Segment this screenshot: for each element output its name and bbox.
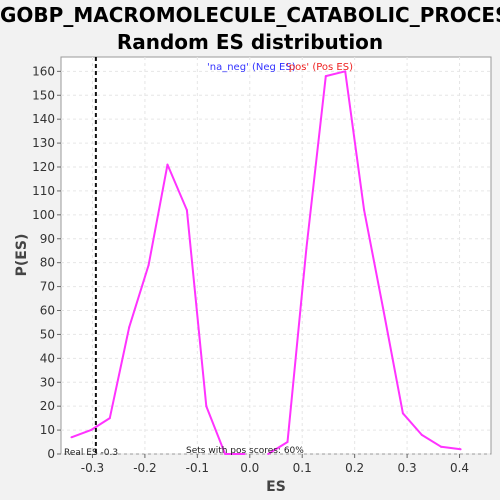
x-axis-label: ES xyxy=(266,479,286,495)
y-tick-label: 40 xyxy=(40,351,55,365)
plot-area xyxy=(60,56,492,455)
sets-with-pos-annotation: Sets with pos scores: 60% xyxy=(186,446,304,456)
x-tick-label: 0.3 xyxy=(398,461,417,475)
data-point-pos xyxy=(324,75,327,78)
y-tick-label: 100 xyxy=(32,208,55,222)
data-point-pos xyxy=(382,309,385,312)
data-point-na_neg xyxy=(205,405,208,408)
y-tick-label: 80 xyxy=(40,256,55,270)
data-point-na_neg xyxy=(243,453,246,455)
data-point-pos xyxy=(459,448,462,451)
data-point-na_neg xyxy=(70,436,73,439)
chart-title-line1: GOBP_MACROMOLECULE_CATABOLIC_PROCESS: xyxy=(0,3,500,27)
data-point-na_neg xyxy=(108,417,111,420)
x-tick-label: 0.0 xyxy=(240,461,259,475)
data-point-na_neg xyxy=(185,209,188,212)
data-point-na_neg xyxy=(224,453,227,455)
data-point-na_neg xyxy=(128,326,131,329)
y-tick-label: 110 xyxy=(32,184,55,198)
data-point-na_neg xyxy=(147,264,150,267)
y-tick-label: 90 xyxy=(40,232,55,246)
data-point-pos xyxy=(363,209,366,212)
data-point-na_neg xyxy=(166,163,169,166)
y-tick-label: 150 xyxy=(32,88,55,102)
y-tick-label: 120 xyxy=(32,160,55,174)
grid-lines xyxy=(61,57,491,455)
y-tick-label: 130 xyxy=(32,136,55,150)
data-point-pos xyxy=(286,441,289,444)
y-tick-label: 50 xyxy=(40,327,55,341)
y-tick-label: 60 xyxy=(40,304,55,318)
x-tick-label: 0.1 xyxy=(293,461,312,475)
data-point-pos xyxy=(420,433,423,436)
data-point-pos xyxy=(305,247,308,250)
data-point-pos xyxy=(401,412,404,415)
y-tick-label: 20 xyxy=(40,399,55,413)
y-tick-label: 10 xyxy=(40,423,55,437)
chart-title-line2: Random ES distribution xyxy=(116,30,384,54)
x-tick-label: -0.3 xyxy=(81,461,104,475)
series-lines xyxy=(70,70,462,455)
y-tick-label: 140 xyxy=(32,112,55,126)
chart-title: GOBP_MACROMOLECULE_CATABOLIC_PROCESS: Ra… xyxy=(0,2,500,56)
data-point-pos xyxy=(267,453,270,455)
legend-pos: 'pos' (Pos ES) xyxy=(286,62,353,73)
real-es-label: Real ES -0.3 xyxy=(64,448,118,458)
legend-neg: 'na_neg' (Neg ES) xyxy=(207,62,296,73)
data-point-pos xyxy=(344,70,347,73)
y-tick-label: 160 xyxy=(32,64,55,78)
data-point-na_neg xyxy=(89,429,92,432)
x-tick-label: -0.1 xyxy=(186,461,209,475)
y-tick-label: 70 xyxy=(40,280,55,294)
data-point-pos xyxy=(440,445,443,448)
y-axis-label: P(ES) xyxy=(14,234,30,277)
y-tick-label: 30 xyxy=(40,375,55,389)
x-tick-label: -0.2 xyxy=(133,461,156,475)
x-tick-label: 0.4 xyxy=(450,461,469,475)
y-tick-label: 0 xyxy=(47,447,55,461)
series-line-na_neg xyxy=(71,163,245,455)
x-tick-label: 0.2 xyxy=(345,461,364,475)
axis-ticks: 0 10 20 30 40 50 60 70 80 90 100 110 120 130 140 150 160… xyxy=(32,64,469,475)
